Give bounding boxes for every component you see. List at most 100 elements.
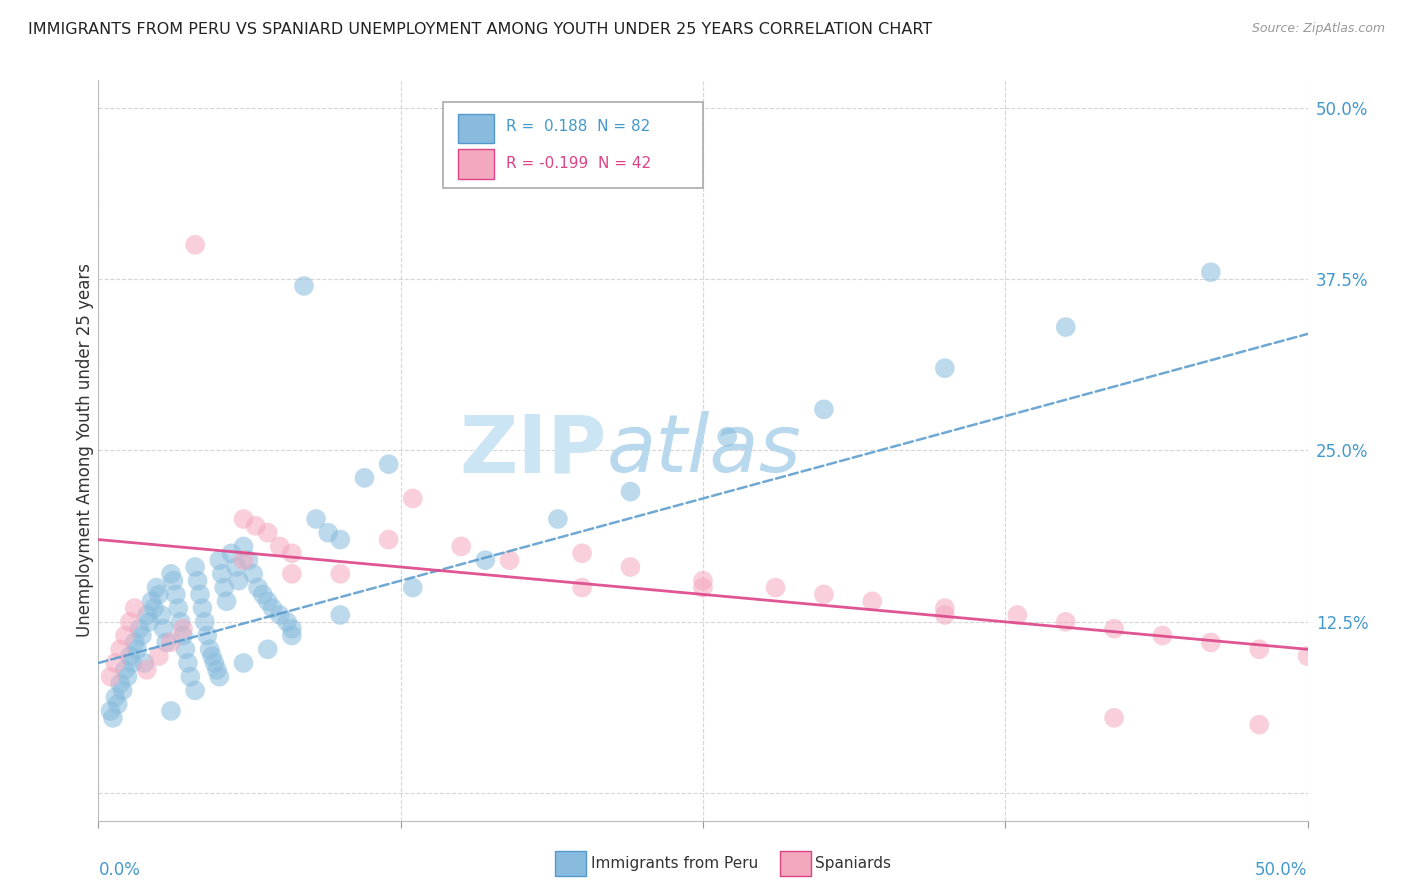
Point <box>148 649 170 664</box>
Point <box>121 656 143 670</box>
Point <box>188 587 211 601</box>
Point <box>104 690 127 705</box>
Point <box>269 540 291 554</box>
Point <box>571 546 593 560</box>
Point <box>1007 607 1029 622</box>
Text: R =  0.188  N = 82: R = 0.188 N = 82 <box>506 120 650 135</box>
Point <box>377 533 399 547</box>
Point <box>281 546 304 560</box>
Point <box>247 581 270 595</box>
Point <box>281 622 304 636</box>
Text: IMMIGRANTS FROM PERU VS SPANIARD UNEMPLOYMENT AMONG YOUTH UNDER 25 YEARS CORRELA: IMMIGRANTS FROM PERU VS SPANIARD UNEMPLO… <box>28 22 932 37</box>
Point <box>191 601 214 615</box>
Point <box>143 601 166 615</box>
Point <box>238 553 260 567</box>
Point <box>208 670 231 684</box>
Text: Spaniards: Spaniards <box>815 856 891 871</box>
Point <box>1054 320 1077 334</box>
Point <box>292 279 315 293</box>
Point <box>150 607 173 622</box>
Point <box>145 581 167 595</box>
Point <box>205 663 228 677</box>
Point <box>813 587 835 601</box>
Text: 50.0%: 50.0% <box>1256 862 1308 880</box>
Point <box>221 546 243 560</box>
Point <box>118 615 141 629</box>
Point <box>160 566 183 581</box>
Point <box>934 601 956 615</box>
Point <box>1152 628 1174 642</box>
Point <box>252 587 274 601</box>
Point <box>1249 717 1271 731</box>
Point <box>111 683 134 698</box>
Point <box>256 642 278 657</box>
Point <box>184 560 207 574</box>
Point <box>232 553 254 567</box>
Point <box>619 560 641 574</box>
Point <box>269 607 291 622</box>
Point <box>167 601 190 615</box>
Point <box>104 656 127 670</box>
Point <box>305 512 328 526</box>
Point <box>215 594 238 608</box>
Point <box>169 615 191 629</box>
Point <box>211 566 233 581</box>
Point <box>232 540 254 554</box>
Point <box>201 649 224 664</box>
Point <box>179 670 201 684</box>
Point <box>242 566 264 581</box>
Point <box>281 628 304 642</box>
Point <box>329 533 352 547</box>
Point <box>353 471 375 485</box>
FancyBboxPatch shape <box>457 113 494 144</box>
Point <box>765 581 787 595</box>
Point <box>377 457 399 471</box>
Point <box>1296 649 1319 664</box>
Point <box>1199 635 1222 649</box>
Point <box>160 635 183 649</box>
Point <box>198 642 221 657</box>
Point <box>329 607 352 622</box>
Text: atlas: atlas <box>606 411 801 490</box>
Point <box>498 553 520 567</box>
Point <box>225 560 247 574</box>
Point <box>692 581 714 595</box>
Text: R = -0.199  N = 42: R = -0.199 N = 42 <box>506 156 651 171</box>
Point <box>114 628 136 642</box>
Point <box>256 594 278 608</box>
Point <box>135 663 157 677</box>
Point <box>107 697 129 711</box>
Point <box>813 402 835 417</box>
Point <box>135 607 157 622</box>
Point <box>162 574 184 588</box>
Point <box>148 587 170 601</box>
Point <box>195 628 218 642</box>
Point <box>256 525 278 540</box>
Point <box>134 656 156 670</box>
Point <box>1249 642 1271 657</box>
FancyBboxPatch shape <box>457 149 494 178</box>
Point <box>155 635 177 649</box>
Point <box>108 642 131 657</box>
Point <box>402 491 425 506</box>
Point <box>165 587 187 601</box>
Text: 0.0%: 0.0% <box>98 862 141 880</box>
Point <box>329 566 352 581</box>
Point <box>212 581 235 595</box>
Point <box>204 656 226 670</box>
Point <box>118 649 141 664</box>
Point <box>114 663 136 677</box>
Point <box>138 615 160 629</box>
Point <box>934 607 956 622</box>
Point <box>128 622 150 636</box>
Y-axis label: Unemployment Among Youth under 25 years: Unemployment Among Youth under 25 years <box>76 263 94 638</box>
Point <box>232 656 254 670</box>
Point <box>160 704 183 718</box>
Point <box>228 574 250 588</box>
Text: ZIP: ZIP <box>458 411 606 490</box>
FancyBboxPatch shape <box>443 103 703 187</box>
Point <box>316 525 339 540</box>
Point <box>100 704 122 718</box>
Point <box>194 615 217 629</box>
Point <box>172 622 194 636</box>
